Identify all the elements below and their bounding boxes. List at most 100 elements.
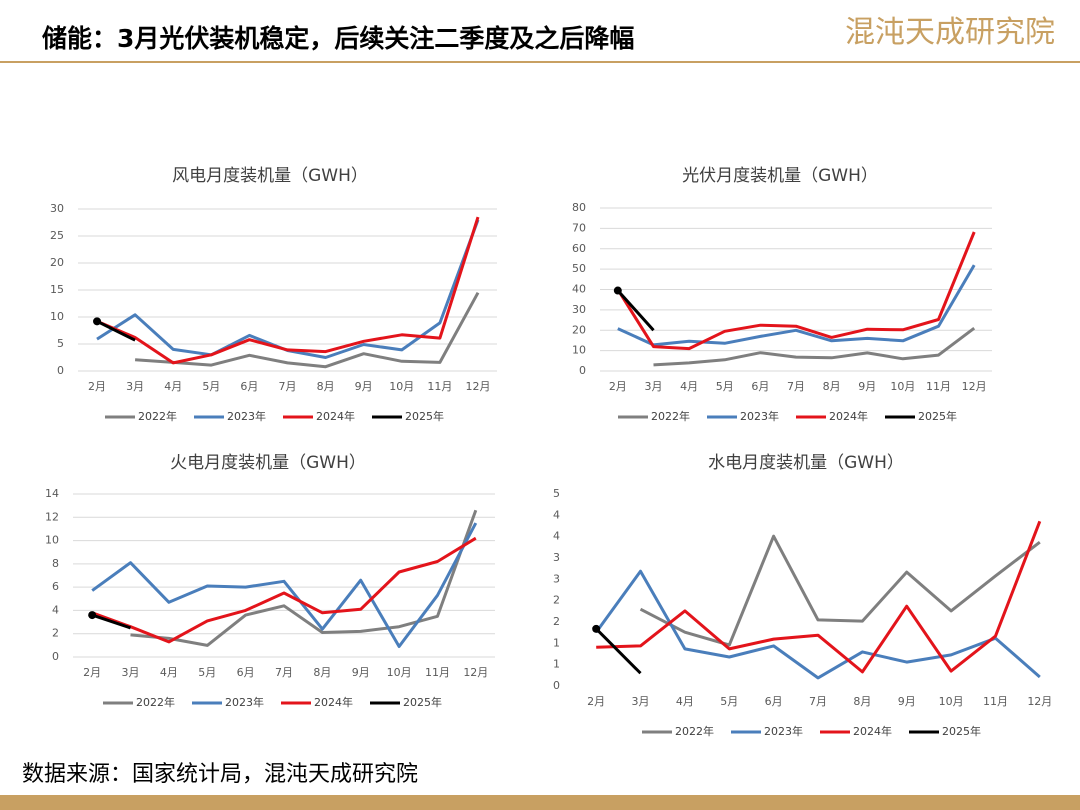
x-tick-label: 5月 xyxy=(202,380,220,393)
legend-label: 2025年 xyxy=(403,695,442,709)
series-line xyxy=(134,291,480,369)
x-tick-label: 12月 xyxy=(962,380,987,393)
series-line xyxy=(91,613,131,630)
series-start-marker xyxy=(613,286,622,295)
y-tick-label: 1 xyxy=(553,658,560,671)
y-tick-label: 10 xyxy=(45,534,59,547)
source-note: 数据来源：国家统计局，混沌天成研究院 xyxy=(22,762,418,787)
y-tick-label: 25 xyxy=(50,229,64,242)
legend-label: 2025年 xyxy=(405,409,444,423)
x-tick-label: 7月 xyxy=(275,666,293,679)
x-tick-label: 8月 xyxy=(853,695,871,708)
x-tick-label: 6月 xyxy=(240,380,258,393)
y-tick-label: 3 xyxy=(553,572,560,585)
x-tick-label: 6月 xyxy=(765,695,783,708)
x-tick-label: 9月 xyxy=(355,380,373,393)
legend-label: 2024年 xyxy=(829,409,868,423)
y-tick-label: 3 xyxy=(553,551,560,564)
y-tick-label: 10 xyxy=(50,310,64,323)
chart-title: 风电月度装机量（GWH） xyxy=(172,166,368,186)
y-tick-label: 4 xyxy=(553,508,560,521)
x-tick-label: 9月 xyxy=(352,666,370,679)
y-tick-label: 8 xyxy=(52,557,59,570)
x-tick-label: 2月 xyxy=(609,380,627,393)
x-tick-label: 5月 xyxy=(716,380,734,393)
y-tick-label: 50 xyxy=(572,262,586,275)
legend-label: 2024年 xyxy=(314,695,353,709)
panel xyxy=(0,100,1080,752)
y-tick-label: 70 xyxy=(572,221,586,234)
y-tick-label: 80 xyxy=(572,201,586,214)
x-tick-label: 11月 xyxy=(427,380,452,393)
x-tick-label: 12月 xyxy=(465,380,490,393)
x-tick-label: 12月 xyxy=(1027,695,1052,708)
x-tick-label: 7月 xyxy=(279,380,297,393)
chart-title: 光伏月度装机量（GWH） xyxy=(682,166,878,186)
chart-title: 火电月度装机量（GWH） xyxy=(170,453,366,473)
series-start-marker xyxy=(93,317,102,326)
x-tick-label: 2月 xyxy=(83,666,101,679)
y-tick-label: 0 xyxy=(579,364,586,377)
y-tick-label: 2 xyxy=(52,627,59,640)
x-tick-label: 5月 xyxy=(720,695,738,708)
slide-title: 储能：3月光伏装机稳定，后续关注二季度及之后降幅 xyxy=(42,24,634,53)
x-tick-label: 9月 xyxy=(898,695,916,708)
x-tick-label: 7月 xyxy=(787,380,805,393)
series-line xyxy=(617,264,976,347)
y-tick-label: 15 xyxy=(50,283,64,296)
x-tick-label: 10月 xyxy=(939,695,964,708)
x-tick-label: 11月 xyxy=(983,695,1008,708)
y-tick-label: 10 xyxy=(572,344,586,357)
series-line xyxy=(96,319,136,342)
legend-label: 2022年 xyxy=(651,409,690,423)
y-tick-label: 2 xyxy=(553,594,560,607)
x-tick-label: 6月 xyxy=(751,380,769,393)
x-tick-label: 2月 xyxy=(88,380,106,393)
y-tick-label: 0 xyxy=(52,650,59,663)
x-tick-label: 3月 xyxy=(644,380,662,393)
y-tick-label: 30 xyxy=(50,202,64,215)
y-tick-label: 14 xyxy=(45,487,59,500)
chart-title: 水电月度装机量（GWH） xyxy=(708,453,904,473)
y-tick-label: 2 xyxy=(553,615,560,628)
legend-label: 2023年 xyxy=(227,409,266,423)
legend-label: 2024年 xyxy=(853,724,892,738)
x-tick-label: 10月 xyxy=(389,380,414,393)
legend-label: 2025年 xyxy=(918,409,957,423)
y-tick-label: 60 xyxy=(572,242,586,255)
legend-label: 2023年 xyxy=(764,724,803,738)
x-tick-label: 4月 xyxy=(676,695,694,708)
y-tick-label: 30 xyxy=(572,303,586,316)
series-line xyxy=(639,534,1041,647)
logo: 混沌天成研究院 xyxy=(845,15,1055,50)
series-line xyxy=(616,231,976,351)
y-tick-label: 40 xyxy=(572,283,586,296)
series-line xyxy=(91,536,477,644)
y-tick-label: 5 xyxy=(553,487,560,500)
series-line xyxy=(96,216,480,365)
legend-label: 2022年 xyxy=(675,724,714,738)
legend-label: 2022年 xyxy=(138,409,177,423)
series-line xyxy=(595,627,642,675)
x-tick-label: 4月 xyxy=(680,380,698,393)
series-line xyxy=(596,520,1042,674)
y-tick-label: 6 xyxy=(52,580,59,593)
x-tick-label: 8月 xyxy=(823,380,841,393)
y-tick-label: 12 xyxy=(45,510,59,523)
x-tick-label: 4月 xyxy=(160,666,178,679)
series-start-marker xyxy=(88,611,97,620)
y-tick-label: 4 xyxy=(52,603,59,616)
y-tick-label: 0 xyxy=(57,364,64,377)
legend-label: 2022年 xyxy=(136,695,175,709)
x-tick-label: 11月 xyxy=(425,666,450,679)
series-start-marker xyxy=(592,624,601,633)
x-tick-label: 10月 xyxy=(890,380,915,393)
series-line xyxy=(91,522,478,648)
legend-label: 2024年 xyxy=(316,409,355,423)
x-tick-label: 8月 xyxy=(317,380,335,393)
x-tick-label: 12月 xyxy=(463,666,488,679)
x-tick-label: 3月 xyxy=(126,380,144,393)
x-tick-label: 6月 xyxy=(237,666,255,679)
legend-label: 2025年 xyxy=(942,724,981,738)
